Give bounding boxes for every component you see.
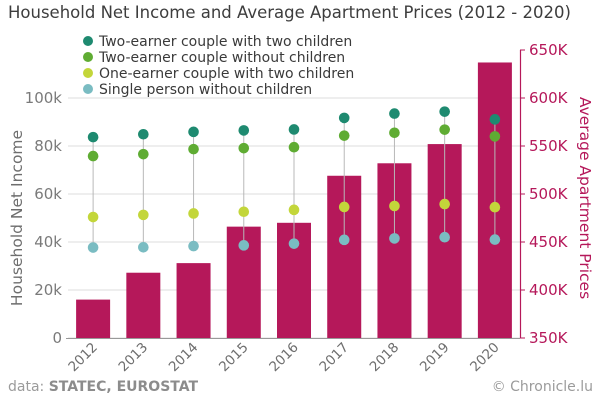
chart-title: Household Net Income and Average Apartme… xyxy=(8,3,571,22)
point-s3-2013 xyxy=(138,241,149,253)
point-s1-2017 xyxy=(338,130,350,141)
x-tick-label: 2020 xyxy=(467,340,503,376)
point-s0-2019 xyxy=(439,106,450,117)
y-tick-label-left: 100k xyxy=(25,89,63,107)
y-tick-label-right: 550K xyxy=(529,137,569,155)
point-s2-2014 xyxy=(188,208,199,219)
point-s1-2018 xyxy=(389,127,400,139)
y-tick-label-right: 400K xyxy=(529,281,569,299)
point-s1-2019 xyxy=(439,124,450,135)
legend-marker-3 xyxy=(83,84,93,94)
y-tick-label-right: 350K xyxy=(529,329,569,347)
bar-2013 xyxy=(126,272,161,338)
point-s1-2015 xyxy=(238,142,250,154)
credit-note: © Chronicle.lu xyxy=(491,379,593,395)
legend-marker-1 xyxy=(83,52,93,62)
y-tick-label-right: 600K xyxy=(529,89,569,107)
point-s3-2020 xyxy=(489,234,501,245)
y-tick-label-right: 650K xyxy=(529,41,569,59)
point-s1-2016 xyxy=(288,141,300,153)
point-s3-2012 xyxy=(87,242,99,253)
point-s0-2014 xyxy=(188,126,199,138)
point-s3-2017 xyxy=(338,234,350,246)
y-axis-right-label: Average Apartment Prices xyxy=(576,97,594,299)
point-s1-2012 xyxy=(87,150,99,162)
y-tick-label-left: 80k xyxy=(34,137,62,155)
y-tick-label-left: 60k xyxy=(34,185,62,203)
x-tick-label: 2014 xyxy=(166,340,202,376)
y-axis-left-label: Household Net Income xyxy=(8,130,26,306)
y-tick-label-right: 450K xyxy=(529,233,569,251)
x-tick-label: 2013 xyxy=(116,340,152,376)
legend-marker-2 xyxy=(83,68,93,78)
point-s1-2013 xyxy=(138,148,149,160)
point-s0-2018 xyxy=(389,108,400,119)
point-s0-2012 xyxy=(87,131,99,143)
point-s3-2016 xyxy=(288,238,300,249)
y-tick-label-right: 500K xyxy=(529,185,569,203)
point-s2-2018 xyxy=(389,200,400,212)
legend-label-2: One-earner couple with two children xyxy=(99,66,354,82)
x-tick-label: 2018 xyxy=(367,340,403,376)
legend-marker-0 xyxy=(83,36,93,46)
x-tick-label: 2017 xyxy=(316,340,352,376)
point-s0-2020 xyxy=(489,114,501,125)
point-s2-2016 xyxy=(288,204,300,216)
point-s1-2020 xyxy=(489,131,501,142)
point-s2-2015 xyxy=(238,206,250,218)
y-tick-label-left: 40k xyxy=(34,233,62,251)
point-s0-2016 xyxy=(288,124,300,135)
legend-label-1: Two-earner couple without children xyxy=(98,50,345,66)
point-s0-2015 xyxy=(238,125,250,136)
legend-label-0: Two-earner couple with two children xyxy=(98,34,352,50)
source-note: data: STATEC, EUROSTAT xyxy=(8,379,199,395)
x-tick-label: 2015 xyxy=(216,340,252,376)
x-tick-label: 2012 xyxy=(65,340,101,376)
point-s2-2013 xyxy=(138,209,149,221)
x-tick-label: 2016 xyxy=(266,340,302,376)
legend-label-3: Single person without children xyxy=(99,82,312,98)
point-s3-2018 xyxy=(389,233,400,244)
y-tick-label-left: 20k xyxy=(34,281,62,299)
y-tick-label-left: 0 xyxy=(52,329,62,347)
point-s2-2020 xyxy=(489,201,501,213)
point-s3-2015 xyxy=(238,240,250,251)
point-s2-2012 xyxy=(87,211,99,223)
bar-2014 xyxy=(176,263,211,338)
bar-2012 xyxy=(76,299,111,338)
point-s3-2019 xyxy=(439,231,450,243)
point-s0-2013 xyxy=(138,128,149,140)
point-s1-2014 xyxy=(188,143,199,155)
x-tick-label: 2019 xyxy=(417,340,453,376)
point-s3-2014 xyxy=(188,240,199,252)
point-s2-2019 xyxy=(439,198,450,210)
point-s0-2017 xyxy=(338,112,350,124)
point-s2-2017 xyxy=(338,201,350,213)
